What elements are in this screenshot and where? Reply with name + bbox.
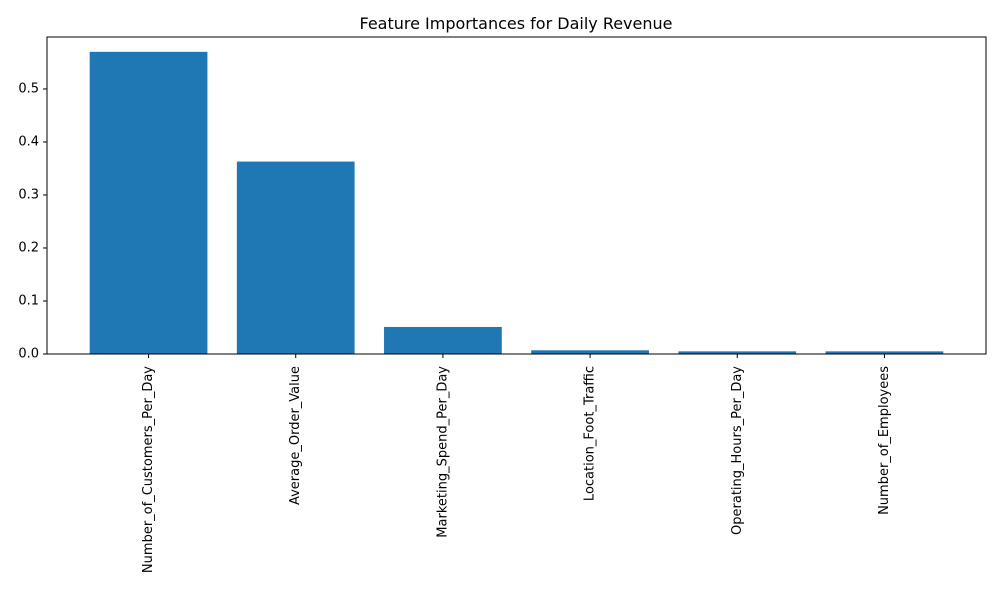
x-tick-label: Average_Order_Value: [288, 366, 303, 505]
x-tick-label: Operating_Hours_Per_Day: [730, 366, 745, 535]
bars-layer: [89, 51, 944, 355]
bar-number-of-customers-per-day: [89, 51, 208, 355]
bar-average-order-value: [236, 161, 355, 354]
x-tick-label: Number_of_Employees: [877, 366, 892, 515]
y-tick-label: 0.2: [18, 240, 39, 255]
bar-operating-hours-per-day: [678, 351, 797, 354]
y-tick-label: 0.3: [18, 187, 39, 202]
y-tick-label: 0.0: [18, 347, 39, 362]
bar-location-foot-traffic: [531, 350, 649, 354]
bar-marketing-spend-per-day: [384, 326, 502, 354]
x-tick-label: Marketing_Spend_Per_Day: [435, 366, 450, 538]
bar-number-of-employees: [825, 351, 944, 354]
plot-frame: [46, 36, 987, 355]
y-tick-label: 0.5: [18, 81, 39, 96]
x-tick-label: Number_of_Customers_Per_Day: [141, 366, 156, 573]
x-tick-label: Location_Foot_Traffic: [583, 366, 598, 501]
y-tick-label: 0.4: [18, 134, 39, 149]
axes-layer: Number_of_Customers_Per_Day Average_Order…: [18, 36, 987, 573]
y-tick-label: 0.1: [18, 293, 39, 308]
chart-title: Feature Importances for Daily Revenue: [360, 14, 673, 33]
